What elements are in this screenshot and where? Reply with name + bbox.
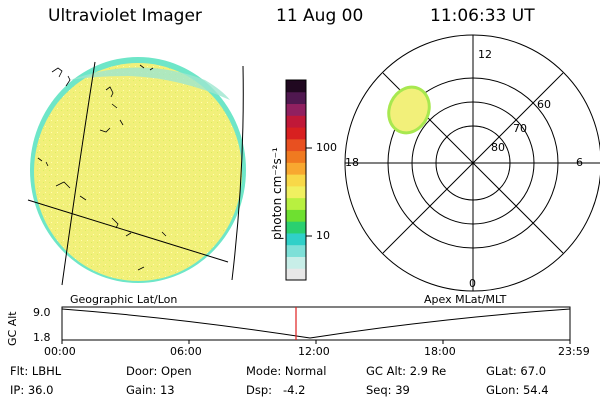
xtick-2359: 23:59 xyxy=(558,345,590,358)
date-label: 11 Aug 00 xyxy=(276,6,364,26)
colorbar-tick-10: 10 xyxy=(316,229,330,242)
colorbar-cell xyxy=(286,103,306,116)
colorbar-cell xyxy=(286,209,306,222)
altitude-ytick-top: 9.0 xyxy=(33,306,51,319)
colorbar-cell xyxy=(286,115,306,128)
colorbar-cell xyxy=(286,150,306,163)
mlt-18-label: 18 xyxy=(345,156,359,169)
colorbar-cell xyxy=(286,268,306,281)
earth-disk xyxy=(30,57,246,283)
xtick-0600: 06:00 xyxy=(170,345,202,358)
time-label: 11:06:33 UT xyxy=(430,6,535,26)
xtick-0000: 00:00 xyxy=(44,345,76,358)
polar-ring-70 xyxy=(411,101,535,225)
info-gc-alt: GC Alt: 2.9 Re xyxy=(366,364,447,378)
info-mode: Mode: Normal xyxy=(246,364,327,378)
colorbar-cell xyxy=(286,221,306,234)
geographic-title: Geographic Lat/Lon xyxy=(70,293,178,306)
mlt-12-label: 12 xyxy=(478,48,492,61)
info-glat: GLat: 67.0 xyxy=(486,364,547,378)
polar-ring-50 xyxy=(344,34,600,292)
polar-ring-60 xyxy=(387,77,559,249)
colorbar-cell xyxy=(286,185,306,199)
colorbar-cell xyxy=(286,80,306,93)
mlt-6-label: 6 xyxy=(576,156,583,169)
instrument-title: Ultraviolet Imager xyxy=(48,6,202,26)
info-ip: IP: 36.0 xyxy=(10,383,54,397)
info-dsp: Dsp: -4.2 xyxy=(246,383,306,397)
colorbar-cell xyxy=(286,162,306,175)
colorbar-cell xyxy=(286,127,306,140)
colorbar-cell xyxy=(286,91,306,105)
colorbar-cell xyxy=(286,232,306,246)
apex-title: Apex MLat/MLT xyxy=(424,293,507,306)
info-glon: GLon: 54.4 xyxy=(486,383,549,397)
colorbar-cell xyxy=(286,197,306,210)
xtick-1200: 12:00 xyxy=(298,345,330,358)
geographic-grid xyxy=(27,61,244,286)
lat-60-label: 60 xyxy=(537,98,551,111)
colorbar-cell xyxy=(286,174,306,187)
info-gain: Gain: 13 xyxy=(126,383,175,397)
colorbar-cell xyxy=(286,138,306,152)
altitude-ylabel: GC Alt xyxy=(6,311,19,346)
colorbar-tick-100: 100 xyxy=(316,141,337,154)
colorbar-label: photon cm⁻²s⁻¹ xyxy=(270,147,284,240)
lat-80-label: 80 xyxy=(491,141,505,154)
xtick-1800: 18:00 xyxy=(424,345,456,358)
mlt-0-label: 0 xyxy=(469,277,476,290)
auroral-blob xyxy=(387,85,431,135)
info-seq: Seq: 39 xyxy=(366,383,410,397)
info-flt: Flt: LBHL xyxy=(10,364,62,378)
lat-70-label: 70 xyxy=(513,122,527,135)
coastlines xyxy=(37,64,167,271)
info-door: Door: Open xyxy=(126,364,192,378)
colorbar-cell xyxy=(286,256,306,269)
altitude-curve xyxy=(61,308,571,339)
altitude-ytick-bottom: 1.8 xyxy=(33,331,51,344)
polar-ring-80 xyxy=(435,125,511,201)
colorbar-cell xyxy=(286,244,306,257)
